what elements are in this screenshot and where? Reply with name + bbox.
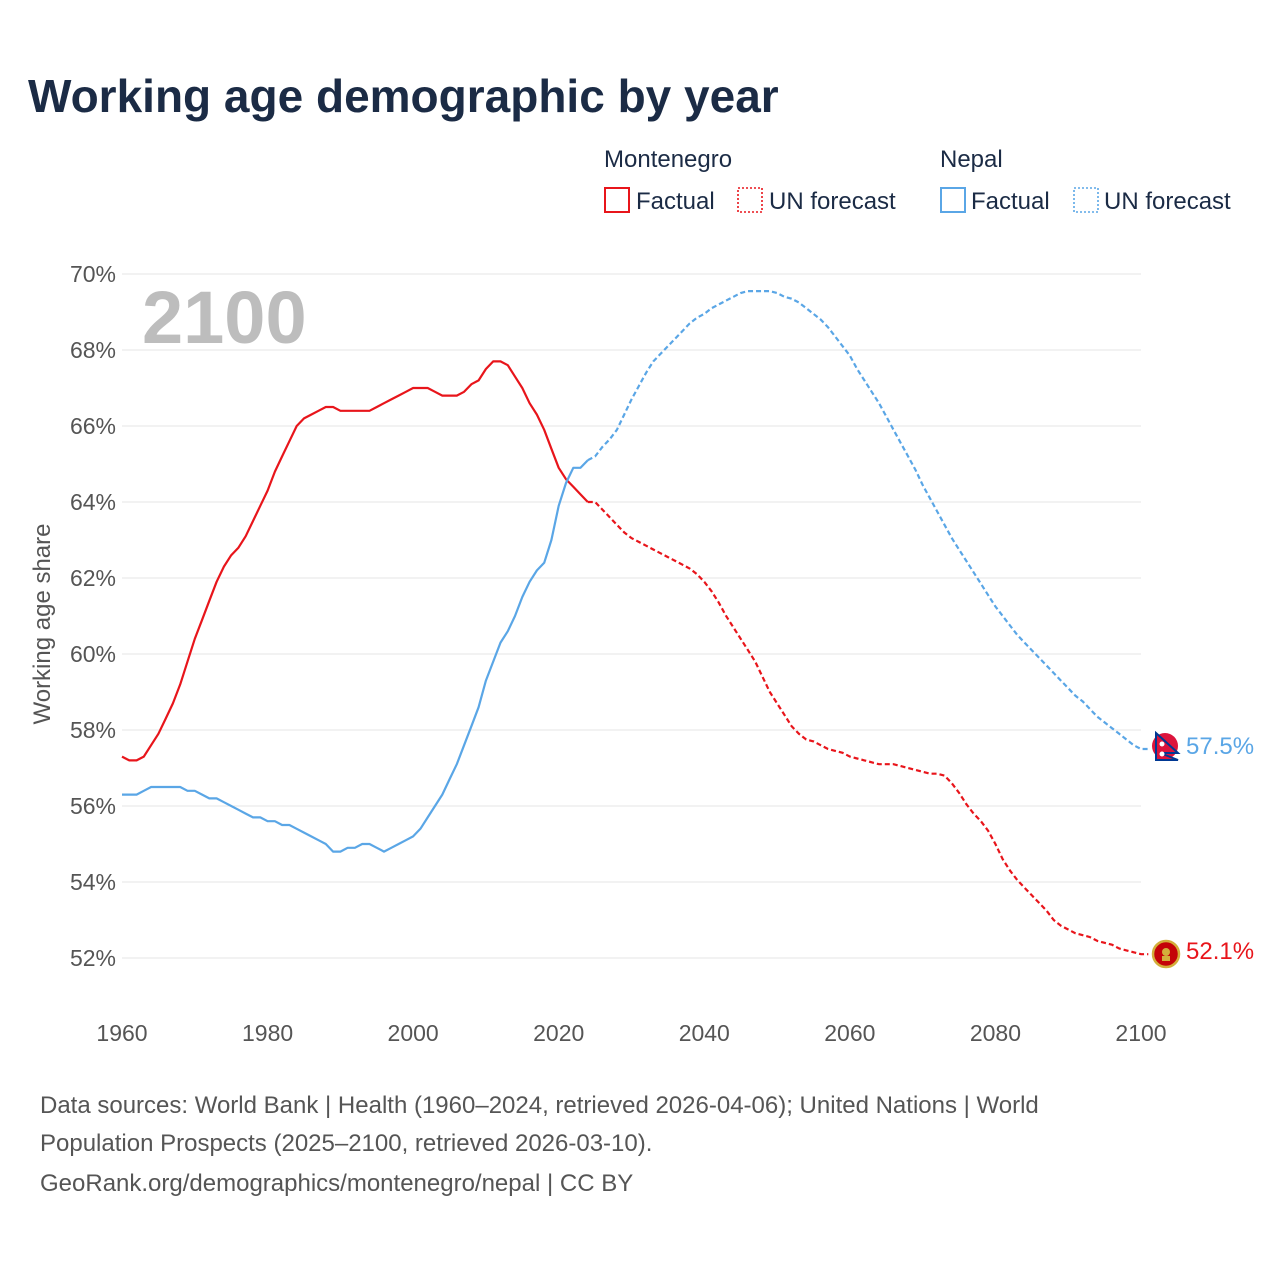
footer-attribution[interactable]: GeoRank.org/demographics/montenegro/nepa… xyxy=(40,1170,633,1197)
end-label-nepal: 57.5% xyxy=(1186,733,1254,760)
legend-country-nepal: Nepal xyxy=(940,146,1003,173)
legend-group-montenegro: Montenegro Factual UN forecast xyxy=(604,146,896,215)
series-line-montenegro-factual xyxy=(121,360,589,762)
legend-country-montenegro: Montenegro xyxy=(604,146,732,173)
legend-swatch-nepal-factual[interactable] xyxy=(940,187,966,213)
legend-label-montenegro-forecast[interactable]: UN forecast xyxy=(769,188,896,215)
legend-swatch-montenegro-factual[interactable] xyxy=(604,187,630,213)
footer-sources-line1: Data sources: World Bank | Health (1960–… xyxy=(40,1092,1039,1119)
chart-title: Working age demographic by year xyxy=(28,70,779,122)
legend-label-nepal-factual[interactable]: Factual xyxy=(971,188,1050,215)
y-tick-label: 68% xyxy=(70,337,116,363)
legend-swatch-nepal-forecast[interactable] xyxy=(1073,187,1099,213)
x-tick-label: 2060 xyxy=(824,1020,875,1046)
series-line-nepal-forecast xyxy=(587,290,1149,751)
y-tick-label: 66% xyxy=(70,413,116,439)
grid-lines xyxy=(122,273,1141,959)
montenegro-flag-icon xyxy=(1151,939,1181,969)
x-tick-label: 1980 xyxy=(242,1020,293,1046)
x-tick-label: 2080 xyxy=(970,1020,1021,1046)
end-label-montenegro: 52.1% xyxy=(1186,938,1254,965)
y-tick-label: 64% xyxy=(70,489,116,515)
legend-label-nepal-forecast[interactable]: UN forecast xyxy=(1104,188,1231,215)
y-tick-label: 58% xyxy=(70,717,116,743)
footer-sources-line2: Population Prospects (2025–2100, retriev… xyxy=(40,1130,652,1157)
x-tick-label: 2100 xyxy=(1115,1020,1166,1046)
y-tick-label: 62% xyxy=(70,565,116,591)
x-tick-label: 2040 xyxy=(679,1020,730,1046)
x-tick-label: 2020 xyxy=(533,1020,584,1046)
y-tick-label: 54% xyxy=(70,869,116,895)
legend-swatch-montenegro-forecast[interactable] xyxy=(737,187,763,213)
y-axis-label: Working age share xyxy=(29,524,56,725)
year-overlay: 2100 xyxy=(142,276,307,359)
x-axis-ticks: 1960 1980 2000 2020 2040 2060 2080 2100 xyxy=(96,1020,1166,1046)
series xyxy=(121,290,1149,956)
legend: Montenegro Factual UN forecast Nepal Fac… xyxy=(604,146,1231,215)
y-tick-label: 70% xyxy=(70,261,116,287)
series-line-montenegro-forecast xyxy=(587,500,1149,956)
x-tick-label: 2000 xyxy=(388,1020,439,1046)
series-line-nepal-factual xyxy=(122,459,589,853)
y-tick-label: 56% xyxy=(70,793,116,819)
legend-group-nepal: Nepal Factual UN forecast xyxy=(940,146,1231,215)
legend-label-montenegro-factual[interactable]: Factual xyxy=(636,188,715,215)
x-tick-label: 1960 xyxy=(96,1020,147,1046)
nepal-flag-icon xyxy=(1152,730,1181,761)
y-tick-label: 60% xyxy=(70,641,116,667)
y-axis-ticks: 52% 54% 56% 58% 60% 62% 64% 66% 68% 70% xyxy=(70,261,116,971)
y-tick-label: 52% xyxy=(70,945,116,971)
